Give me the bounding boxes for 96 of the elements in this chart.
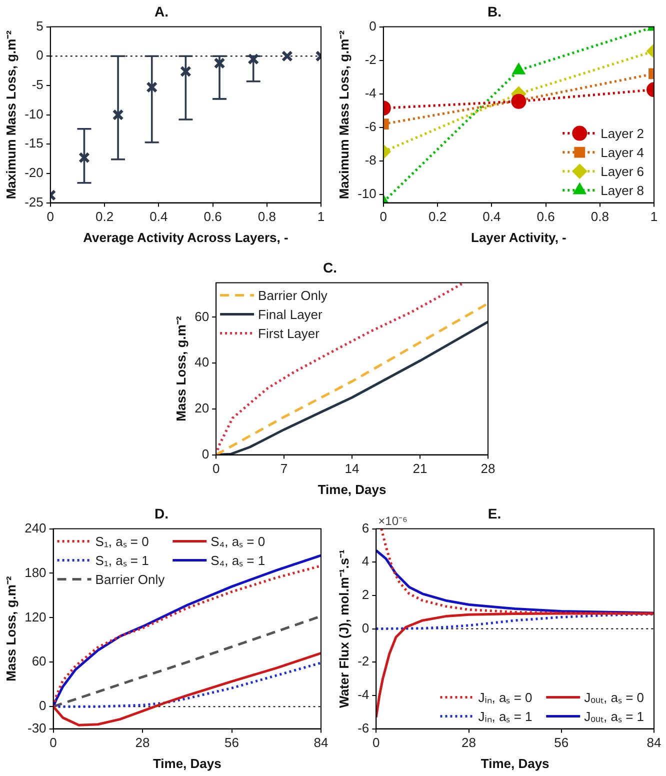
- x-tick-label: 1: [650, 209, 658, 224]
- y-tick-label: 240: [24, 520, 46, 536]
- x-axis-title: Time, Days: [318, 482, 386, 497]
- y-tick-label: 6: [362, 520, 370, 536]
- y-tick-label: 0: [362, 620, 370, 636]
- chart-title: C.: [323, 259, 337, 276]
- line-series: [380, 528, 654, 616]
- y-axis-title: Mass Loss, g.m⁻²: [173, 316, 188, 422]
- y-tick-label: 120: [24, 609, 46, 624]
- chart-title: A.: [154, 3, 168, 20]
- x-tick-label: 28: [480, 461, 496, 476]
- y-axis-title: Water Flux (J), mol.m⁻¹.s⁻¹: [336, 550, 352, 708]
- x-tick-label: 28: [462, 735, 476, 750]
- legend-label: Layer 6: [600, 164, 644, 179]
- x-tick-label: 0.8: [590, 209, 609, 224]
- x-tick-label: 0.2: [428, 209, 447, 224]
- y-tick-label: 0: [36, 48, 44, 63]
- y-tick-label: 40: [194, 354, 210, 370]
- chart-title: D.: [154, 505, 168, 522]
- y-tick-label: -6: [364, 118, 376, 134]
- x-axis-title: Layer Activity, -: [471, 230, 566, 245]
- legend-label: S₄, aₛ = 0: [210, 534, 266, 549]
- x-tick-label: 0: [212, 461, 220, 476]
- y-tick-label: 4: [362, 554, 370, 569]
- legend-label: S₄, aₛ = 1: [210, 552, 266, 568]
- x-tick-label: 56: [554, 735, 569, 750]
- y-axis-title: Maximum Mass Loss, g.m⁻²: [3, 30, 18, 200]
- y-tick-label: -10: [24, 106, 44, 122]
- y-tick-label: -30: [27, 720, 46, 736]
- x-tick-label: 0: [50, 735, 57, 750]
- x-axis-title: Time, Days: [480, 756, 550, 771]
- x-tick-label: 14: [344, 461, 360, 476]
- legend-label: Jₒᵤₜ, aₛ = 1: [584, 708, 644, 724]
- x-tick-label: 56: [224, 735, 239, 750]
- point: [248, 53, 260, 65]
- x-tick-label: 0: [380, 209, 388, 224]
- y-tick-label: -2: [364, 52, 376, 67]
- y-tick-label: -15: [24, 136, 44, 151]
- x-tick-label: 21: [412, 461, 428, 476]
- y-tick-label: 60: [194, 308, 210, 324]
- point: [112, 109, 124, 121]
- line-series: [376, 612, 654, 630]
- chart-title: B.: [488, 3, 502, 20]
- x-tick-label: 84: [314, 735, 328, 750]
- chart-title: E.: [488, 505, 502, 522]
- x-tick-label: 0.6: [204, 209, 222, 224]
- y-axis-title: Mass Loss, g.m⁻²: [3, 576, 18, 682]
- y-tick-label: 0: [202, 446, 210, 462]
- y-tick-label: 0: [369, 18, 376, 34]
- x-tick-label: 0.4: [150, 209, 168, 224]
- x-tick-label: 84: [646, 735, 662, 750]
- legend-label: Barrier Only: [95, 572, 166, 587]
- x-tick-label: 0.8: [258, 209, 276, 224]
- y-tick-label: -6: [358, 720, 370, 736]
- y-tick-label: 60: [32, 654, 46, 669]
- point: [146, 81, 158, 93]
- y-tick-label: -8: [364, 152, 376, 168]
- y-tick-label: 5: [36, 18, 44, 34]
- y-tick-label: 180: [24, 564, 46, 580]
- y-tick-label: -5: [32, 77, 44, 92]
- legend-label: Layer 8: [600, 182, 644, 198]
- legend-label: Barrier Only: [258, 288, 328, 303]
- y-tick-label: 2: [362, 587, 370, 602]
- y-tick-label: 0: [39, 698, 46, 714]
- point: [214, 57, 226, 69]
- legend-label: Jᵢₙ, aₛ = 0: [478, 690, 532, 705]
- text: ×10⁻⁶: [378, 514, 408, 528]
- point: [180, 66, 192, 78]
- x-axis-title: Average Activity Across Layers, -: [83, 230, 288, 245]
- x-tick-label: 1: [317, 209, 325, 224]
- line-series: [53, 614, 321, 708]
- x-axis-title: Time, Days: [152, 756, 222, 771]
- legend-label: Layer 2: [600, 126, 644, 141]
- legend-label: Layer 4: [600, 144, 644, 160]
- legend-label: S₁, aₛ = 1: [95, 552, 149, 568]
- y-tick-label: -20: [24, 165, 44, 180]
- legend-label: Final Layer: [258, 306, 324, 322]
- y-tick-label: -2: [358, 654, 370, 669]
- legend-label: First Layer: [258, 326, 320, 341]
- y-tick-label: -4: [364, 85, 376, 100]
- legend-label: S₁, aₛ = 0: [95, 534, 149, 549]
- x-tick-label: 0.4: [482, 209, 501, 224]
- y-axis-title: Maximum Mass Loss, g.m⁻²: [336, 30, 352, 200]
- x-tick-label: 28: [135, 735, 150, 750]
- y-tick-label: -10: [358, 186, 376, 201]
- y-tick-label: -25: [24, 194, 44, 210]
- point: [281, 50, 293, 62]
- line-series: [53, 662, 321, 708]
- legend-label: Jₒᵤₜ, aₛ = 0: [584, 690, 644, 705]
- legend-label: Jᵢₙ, aₛ = 1: [478, 708, 532, 724]
- x-tick-label: 0.6: [536, 209, 555, 224]
- x-tick-label: 0.2: [95, 209, 114, 224]
- x-tick-label: 7: [280, 461, 288, 476]
- y-tick-label: -4: [358, 687, 370, 702]
- y-tick-label: 20: [194, 400, 210, 416]
- point: [78, 152, 90, 164]
